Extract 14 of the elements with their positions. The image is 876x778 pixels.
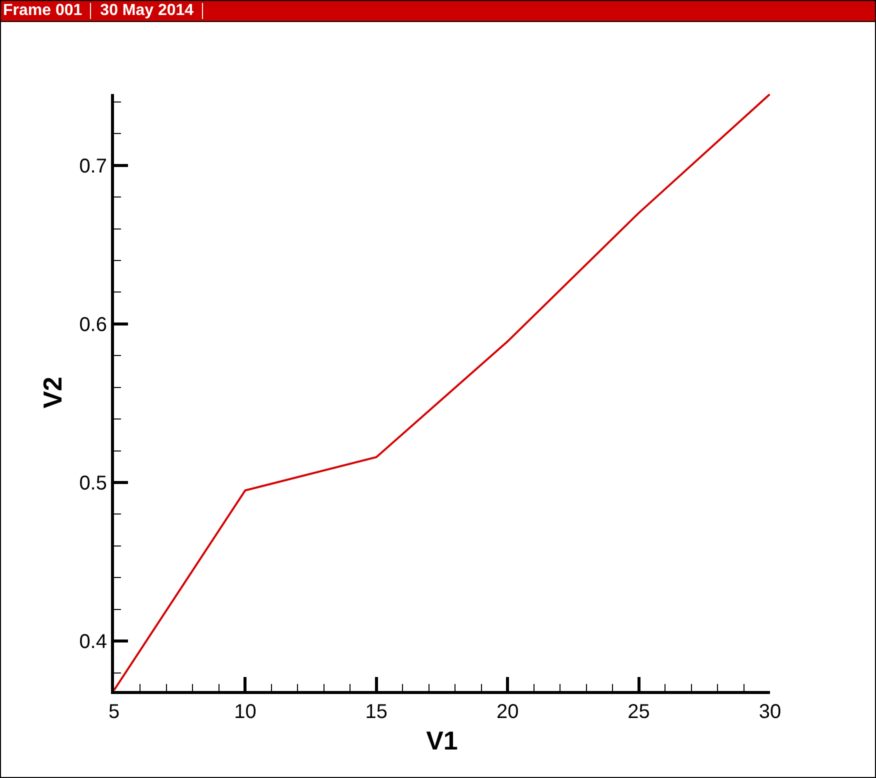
y-axis-title: V2: [38, 376, 68, 408]
y-tick-label: 0.5: [79, 472, 107, 494]
x-axis-title: V1: [426, 726, 458, 756]
x-tick-label: 20: [496, 701, 519, 723]
y-tick-label: 0.6: [79, 314, 107, 336]
x-tick-label: 25: [628, 701, 650, 723]
line-series: [114, 94, 770, 691]
header-bar: Frame 001 30 May 2014: [0, 0, 876, 22]
x-tick-label: 5: [108, 701, 120, 723]
x-tick-label: 15: [365, 701, 388, 723]
y-tick-label: 0.7: [79, 155, 107, 178]
x-tick-label: 30: [758, 701, 782, 723]
y-tick-label: 0.4: [79, 631, 107, 654]
x-tick-label: 10: [234, 701, 256, 723]
